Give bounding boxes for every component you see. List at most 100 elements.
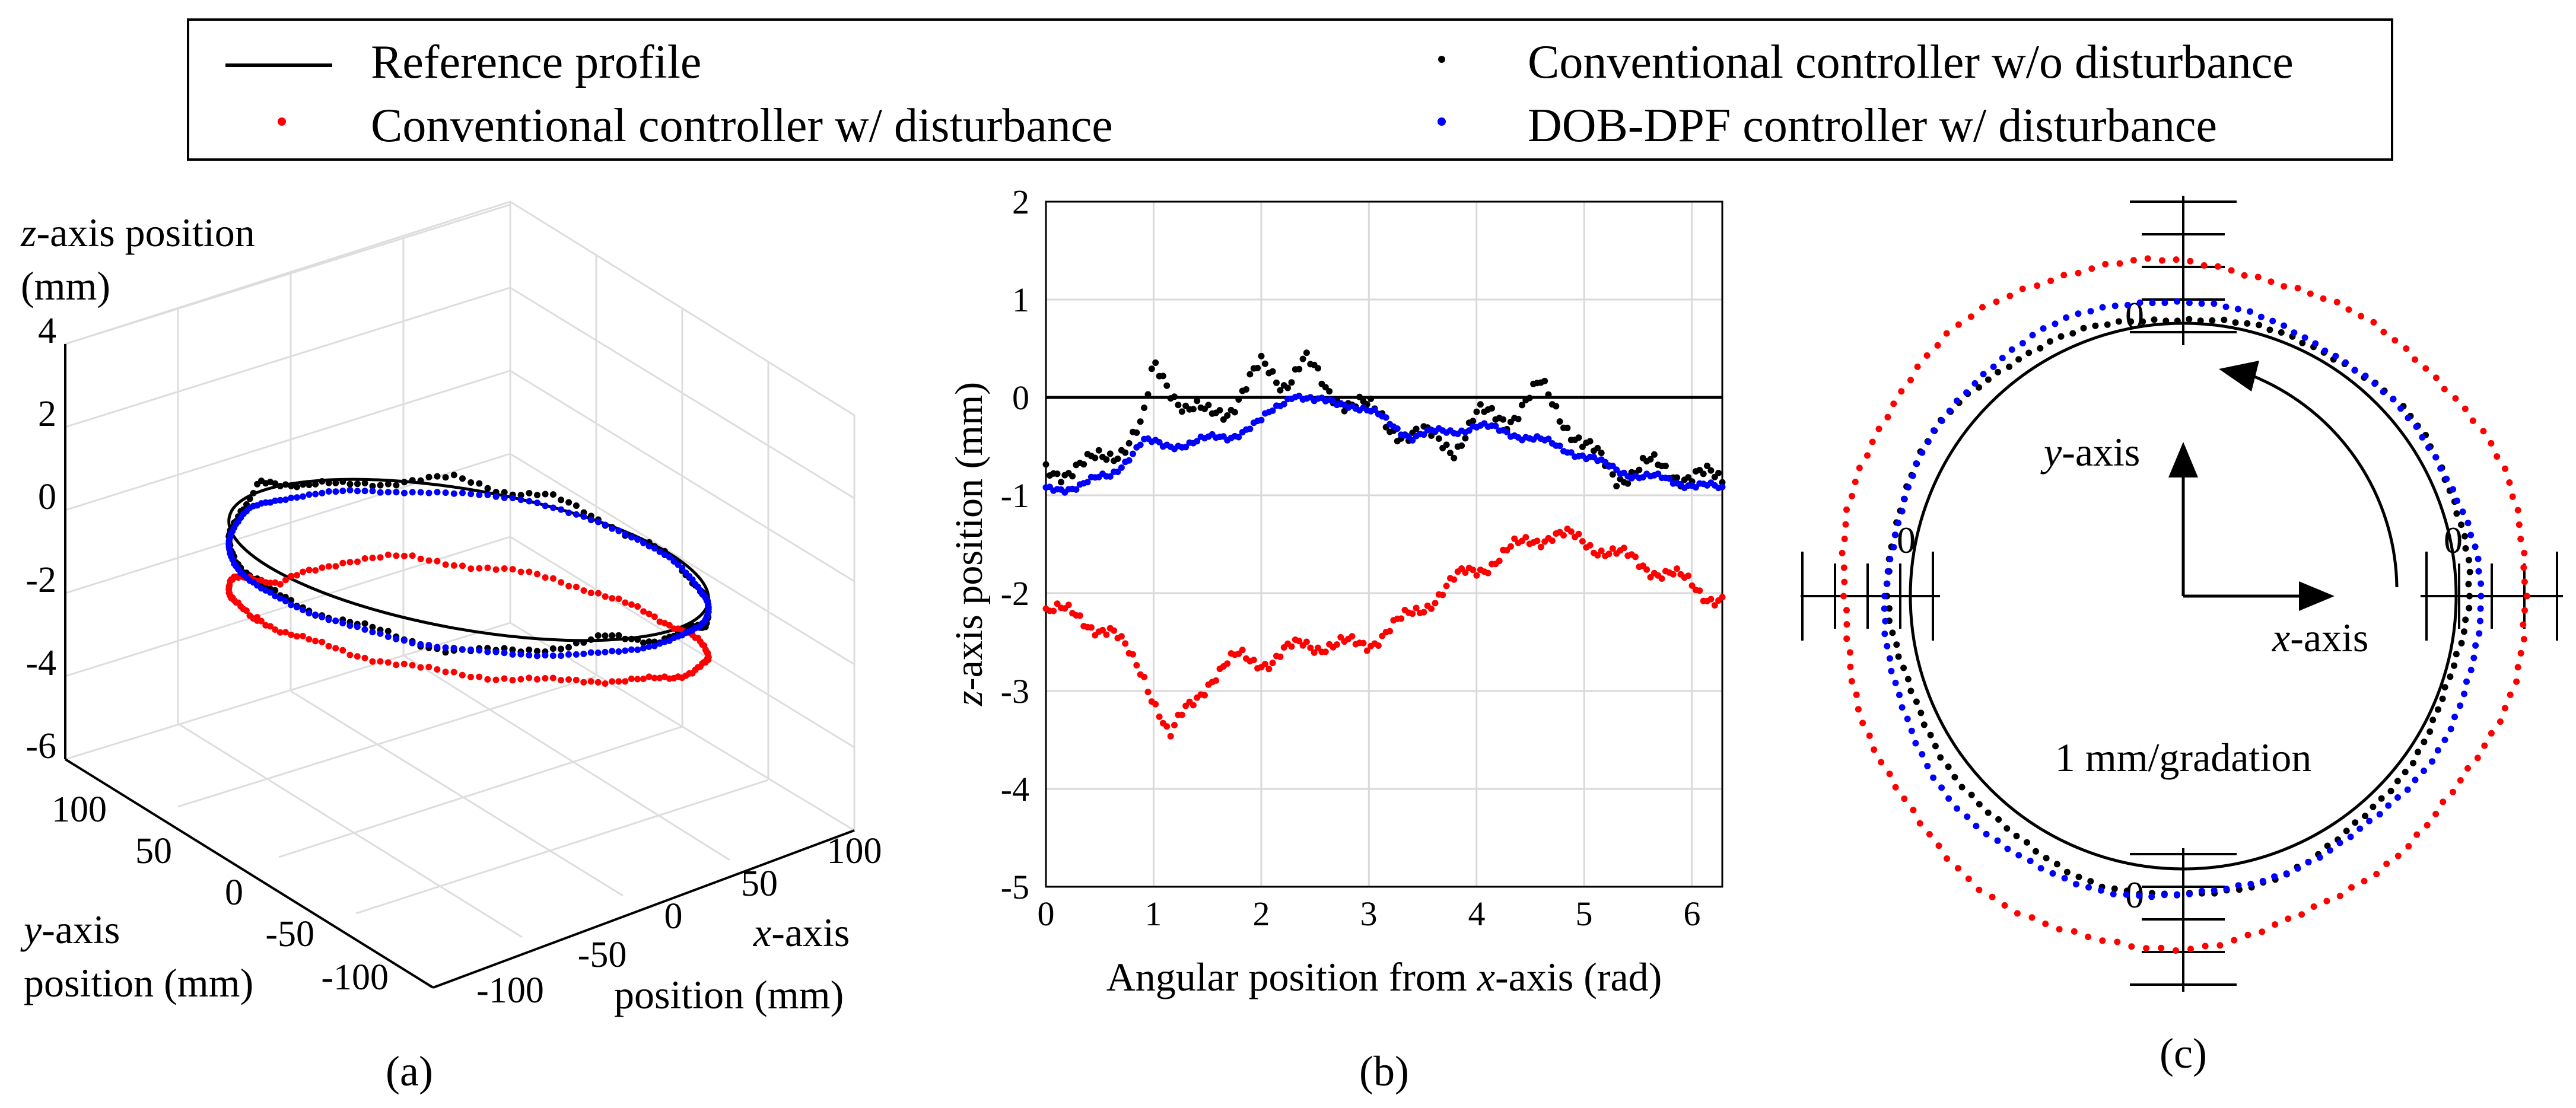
- panel-c-point: [2209, 317, 2216, 324]
- panel-a-point: [628, 534, 635, 541]
- panel-a-point: [339, 647, 346, 654]
- panel-c-point: [2477, 617, 2483, 625]
- panel-c-point: [1839, 549, 1846, 556]
- panel-c-point: [2247, 880, 2254, 887]
- panel-a-point: [580, 587, 587, 594]
- panel-c-point: [1926, 831, 1933, 838]
- panel-b-xlabel-post: -axis (rad): [1495, 954, 1662, 999]
- panel-c-point: [2114, 938, 2121, 945]
- panel-c-point: [1930, 774, 1937, 781]
- panel-a-grid-z2: [65, 370, 511, 511]
- panel-c-point: [2278, 329, 2285, 336]
- panel-c-point: [1842, 521, 1849, 528]
- panel-a-point: [501, 649, 508, 657]
- panel-c-point: [2474, 754, 2481, 762]
- panel-a-point: [661, 638, 668, 645]
- panel-c-series-conv-no-dist: [1883, 316, 2473, 899]
- panel-c-point: [2128, 943, 2135, 950]
- panel-b-point: [1503, 428, 1510, 435]
- panel-a-point: [615, 596, 622, 602]
- panel-b-point: [1280, 400, 1287, 407]
- panel-b-point: [1371, 406, 1378, 413]
- panel-a-point: [254, 614, 260, 621]
- panel-c-point: [2088, 265, 2095, 272]
- panel-c-point: [2049, 870, 2056, 877]
- panel-b-point: [1178, 711, 1185, 718]
- panel-c-point: [2099, 304, 2106, 311]
- panel-c-point: [2235, 882, 2242, 889]
- panel-c-point: [2174, 317, 2181, 324]
- panel-a-point: [450, 490, 457, 497]
- panel-b-x-tick: 1: [1145, 894, 1162, 933]
- panel-a-point: [587, 590, 594, 597]
- panel-a-point: [369, 629, 376, 636]
- panel-b-point: [1296, 638, 1303, 645]
- panel-c-point: [2461, 533, 2468, 540]
- panel-a-point: [573, 584, 580, 591]
- panel-a-point: [666, 553, 673, 561]
- panel-c-point: [2394, 794, 2401, 801]
- panel-c-point: [2174, 891, 2180, 898]
- panel-c-point: [2247, 308, 2253, 315]
- panel-c: 0 0 0 0 y-axis x-axis 1 mm/gradation (c): [1801, 196, 2563, 1077]
- panel-c-point: [1869, 438, 1876, 445]
- panel-c-point: [1884, 642, 1891, 649]
- panel-a-point: [580, 679, 587, 686]
- panel-c-point: [2523, 593, 2530, 600]
- panel-c-point: [2467, 667, 2475, 674]
- panel-c-point: [2323, 897, 2330, 905]
- panel-c-point: [1976, 801, 1983, 808]
- panel-b-point: [1296, 365, 1303, 372]
- panel-a-point: [594, 632, 602, 639]
- panel-a-point: [332, 645, 339, 652]
- panel-a-point: [325, 616, 332, 623]
- panel-c-point: [2520, 564, 2527, 571]
- panel-b-point: [1141, 405, 1148, 411]
- panel-c-point: [2019, 340, 2026, 347]
- panel-a-y-ticks: 100 50 0 -50 -100: [52, 789, 389, 998]
- panel-c-point: [2042, 921, 2049, 927]
- panel-c-point: [2466, 568, 2473, 575]
- panel-c-point: [2509, 493, 2516, 500]
- panel-b-point: [1103, 456, 1110, 463]
- panel-b-point: [1258, 352, 1265, 359]
- panel-a-point: [369, 483, 376, 489]
- panel-a-point: [609, 525, 616, 532]
- panel-a-zlabel-rest: -axis position: [36, 210, 255, 255]
- panel-a-point: [354, 488, 361, 495]
- panel-c-point: [2472, 642, 2479, 649]
- panel-a-point: [319, 489, 326, 496]
- panel-a-point: [272, 480, 279, 487]
- panel-b-point: [1167, 733, 1174, 740]
- panel-c-point: [2127, 318, 2135, 325]
- panel-a-point: [434, 558, 441, 565]
- panel-c-point: [1983, 830, 1990, 838]
- panel-b-point: [1178, 408, 1185, 415]
- panel-a-point: [312, 612, 319, 618]
- panel-c-point: [2412, 356, 2418, 363]
- panel-c-point: [2378, 795, 2385, 802]
- panel-b-series: [1042, 349, 1726, 740]
- panel-a-point: [354, 653, 361, 660]
- panel-b-point: [1700, 470, 1707, 477]
- panel-a-point: [628, 675, 635, 682]
- panel-c-point: [2443, 475, 2450, 482]
- panel-b-point: [1125, 440, 1133, 447]
- panel-b-point: [1484, 569, 1491, 577]
- panel-a-point: [476, 565, 483, 572]
- panel-a-point: [442, 474, 449, 481]
- panel-a-grid-z1: [65, 286, 511, 428]
- panel-a-point: [409, 477, 416, 484]
- panel-c-point: [1904, 715, 1911, 722]
- panel-b-point: [1137, 441, 1144, 448]
- panel-a-point: [526, 674, 533, 682]
- panel-a-point: [267, 580, 274, 587]
- panel-b-point: [1363, 647, 1370, 654]
- panel-a-point: [526, 568, 533, 575]
- panel-c-point: [2234, 305, 2241, 313]
- panel-a-point: [634, 536, 641, 543]
- panel-c-point: [2200, 262, 2208, 269]
- panel-b-point: [1462, 435, 1469, 442]
- panel-a-point: [492, 648, 500, 655]
- panel-a-point: [417, 489, 424, 496]
